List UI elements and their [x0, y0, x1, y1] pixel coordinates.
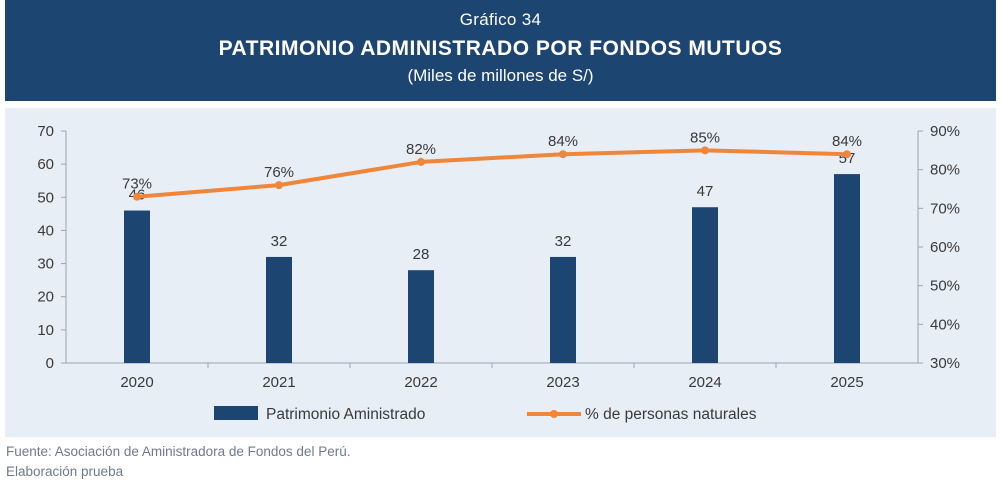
chart-supertitle: Gráfico 34	[459, 10, 542, 29]
chart-svg: 0 10 20 30 40 50 60 70 30% 40% 50% 60% 70% 80% 90% 2020…	[37, 123, 960, 423]
line-value-label: 85%	[690, 129, 720, 146]
y-left-tick-label: 60	[37, 156, 54, 173]
line-point	[275, 181, 283, 190]
y-left-tick-label: 40	[37, 222, 54, 239]
bar-value-label: 32	[555, 233, 572, 250]
legend-bar-label: Patrimonio Aministrado	[266, 406, 425, 423]
y-left-tick-label: 70	[37, 123, 54, 140]
y-left-tick-label: 0	[46, 355, 54, 372]
x-tick-label: 2022	[404, 374, 437, 391]
legend-line-marker	[550, 410, 558, 418]
chart-header: Gráfico 34 PATRIMONIO ADMINISTRADO POR F…	[5, 0, 996, 101]
x-tick-label: 2021	[262, 374, 295, 391]
bar	[266, 256, 292, 363]
y-left-tick-label: 50	[37, 189, 54, 206]
y-left-tick-label: 20	[37, 289, 54, 306]
x-tick-label: 2020	[120, 374, 153, 391]
credit-note: Elaboración prueba	[6, 464, 124, 479]
line-value-label: 84%	[832, 133, 862, 150]
line-point	[133, 192, 141, 201]
bar	[550, 256, 576, 363]
bar	[834, 174, 860, 363]
y-right-tick-label: 30%	[930, 355, 960, 372]
footer: Fuente: Asociación de Aministradora de F…	[6, 442, 350, 482]
line-point	[843, 150, 851, 159]
y-left-tick-label: 30	[37, 256, 54, 273]
bar-value-label: 28	[413, 246, 430, 263]
x-tick-label: 2023	[546, 374, 579, 391]
legend-bar-swatch	[214, 406, 258, 420]
bar	[408, 270, 434, 363]
bar-value-label: 32	[271, 233, 288, 250]
bar	[692, 207, 718, 363]
y-left-tick-label: 10	[37, 322, 54, 339]
chart-title: PATRIMONIO ADMINISTRADO POR FONDOS MUTUO…	[218, 37, 783, 60]
y-right-tick-label: 80%	[930, 162, 960, 179]
y-right-tick-label: 70%	[930, 200, 960, 217]
line-point	[417, 157, 425, 166]
source-note: Fuente: Asociación de Aministradora de F…	[6, 444, 351, 459]
line-value-label: 76%	[264, 164, 294, 181]
x-tick-label: 2024	[688, 374, 721, 391]
y-right-tick-label: 60%	[930, 239, 960, 256]
bar	[124, 210, 150, 363]
y-right-tick-label: 90%	[930, 123, 960, 140]
y-right-tick-label: 50%	[930, 278, 960, 295]
line-point	[701, 146, 709, 155]
legend-line-label: % de personas naturales	[585, 406, 757, 423]
line-value-label: 73%	[122, 176, 152, 193]
plot-area	[5, 108, 996, 437]
line-point	[559, 150, 567, 159]
line-value-label: 84%	[548, 133, 578, 150]
bar-value-label: 47	[697, 183, 714, 200]
y-right-tick-label: 40%	[930, 316, 960, 333]
chart-subtitle: (Miles de millones de S/)	[407, 66, 594, 85]
line-value-label: 82%	[406, 141, 436, 158]
x-tick-label: 2025	[830, 374, 863, 391]
line-series	[135, 148, 849, 199]
